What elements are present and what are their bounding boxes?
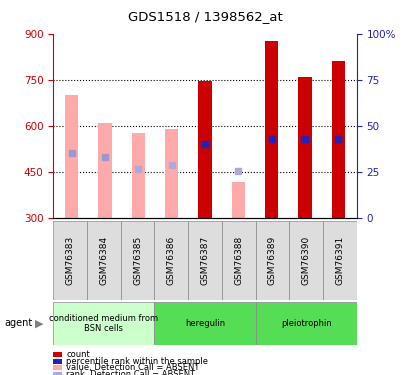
Bar [289,221,322,300]
Text: GSM76385: GSM76385 [133,236,142,285]
Bar [255,221,289,300]
Text: percentile rank within the sample: percentile rank within the sample [66,357,208,366]
Text: GSM76391: GSM76391 [335,236,344,285]
Text: GDS1518 / 1398562_at: GDS1518 / 1398562_at [127,10,282,23]
Bar [264,41,278,218]
Bar [231,182,245,218]
Bar [331,62,344,217]
Bar [120,221,154,300]
Text: pleiotrophin: pleiotrophin [280,319,331,328]
Text: agent: agent [4,318,32,328]
Bar [188,221,221,300]
Text: GSM76389: GSM76389 [267,236,276,285]
Bar [131,133,145,218]
Text: value, Detection Call = ABSENT: value, Detection Call = ABSENT [66,363,199,372]
Bar [322,221,356,300]
Bar [164,129,178,217]
Bar [53,221,87,300]
Text: rank, Detection Call = ABSENT: rank, Detection Call = ABSENT [66,370,195,375]
Text: GSM76386: GSM76386 [166,236,175,285]
Text: GSM76387: GSM76387 [200,236,209,285]
Bar [255,302,356,345]
Text: ▶: ▶ [35,318,43,328]
Bar [154,302,255,345]
Bar [53,302,154,345]
Text: GSM76390: GSM76390 [301,236,310,285]
Bar [98,123,111,218]
Text: GSM76384: GSM76384 [99,236,108,285]
Bar [221,221,255,300]
Bar [298,76,311,218]
Bar [87,221,120,300]
Text: conditioned medium from
BSN cells: conditioned medium from BSN cells [49,314,158,333]
Bar [198,81,211,218]
Text: GSM76388: GSM76388 [234,236,243,285]
Text: count: count [66,350,90,359]
Text: GSM76383: GSM76383 [65,236,74,285]
Text: heregulin: heregulin [184,319,225,328]
Bar [65,95,78,218]
Bar [154,221,188,300]
